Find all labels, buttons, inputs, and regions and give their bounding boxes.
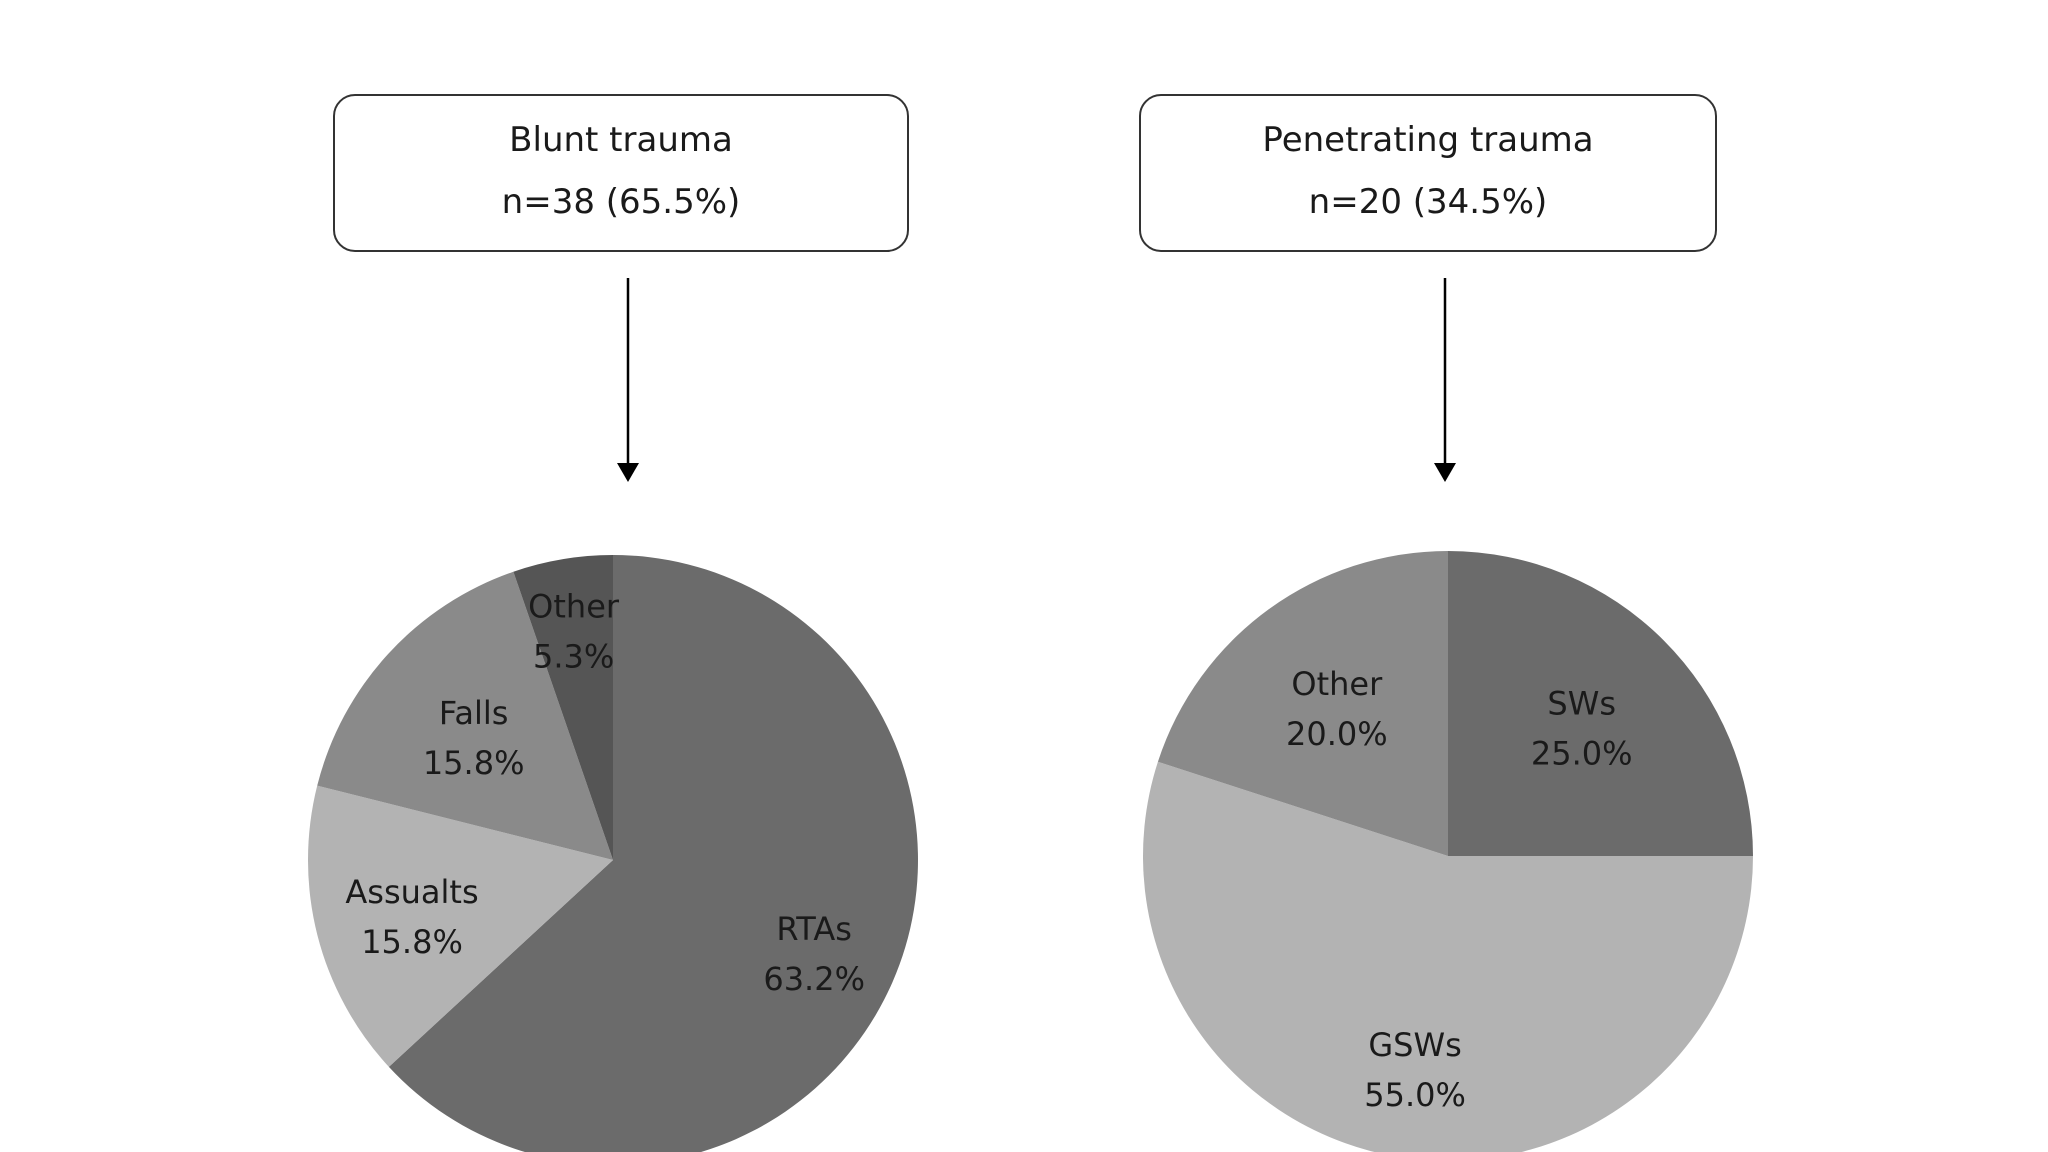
blunt-trauma-title: Blunt trauma	[509, 120, 733, 160]
blunt-trauma-pie: RTAs 63.2% Assualts 15.8% Falls 15.8% Other 5.3…	[308, 278, 918, 1152]
slice-value-falls: 15.8%	[423, 744, 525, 782]
penetrating-trauma-title-box: Penetrating trauma n=20 (34.5%)	[1139, 94, 1717, 252]
slice-value-gsws: 55.0%	[1364, 1076, 1466, 1114]
slice-value-other: 20.0%	[1286, 715, 1388, 753]
pie-slice-assualts	[308, 785, 613, 1067]
pie-slice-rtas	[388, 555, 918, 1152]
slice-value-other: 5.3%	[533, 637, 614, 675]
slice-value-assualts: 15.8%	[361, 923, 463, 961]
pie-slice-sws	[1448, 551, 1753, 856]
slice-label-other: Other	[1291, 665, 1383, 703]
blunt-trauma-count: n=38 (65.5%)	[501, 182, 741, 222]
slice-label-falls: Falls	[439, 694, 509, 732]
pie-slice-falls	[317, 571, 613, 860]
penetrating-trauma-pie: SWs 25.0% GSWs 55.0% Other 20.0%	[1143, 278, 1753, 1152]
slice-label-rtas: RTAs	[776, 910, 852, 948]
slice-label-other: Other	[528, 587, 620, 625]
slice-value-sws: 25.0%	[1531, 734, 1633, 772]
pie-slice-other	[1157, 551, 1448, 856]
blunt-trauma-arrow-head	[617, 463, 639, 482]
slice-label-sws: SWs	[1547, 684, 1616, 722]
blunt-trauma-panel: Blunt trauma n=38 (65.5%) RTAs 63.2% Assua…	[308, 94, 918, 1152]
slice-label-assualts: Assualts	[345, 873, 478, 911]
slice-value-rtas: 63.2%	[763, 960, 865, 998]
blunt-trauma-title-box: Blunt trauma n=38 (65.5%)	[333, 94, 909, 252]
penetrating-trauma-arrow-head	[1434, 463, 1456, 482]
slice-label-gsws: GSWs	[1368, 1026, 1461, 1064]
penetrating-trauma-panel: Penetrating trauma n=20 (34.5%) SWs 25.0%…	[1024, 0, 2048, 1152]
penetrating-trauma-count: n=20 (34.5%)	[1308, 182, 1548, 222]
penetrating-trauma-title: Penetrating trauma	[1262, 120, 1594, 160]
pie-slice-gsws	[1143, 761, 1753, 1152]
pie-slice-other	[513, 555, 613, 860]
